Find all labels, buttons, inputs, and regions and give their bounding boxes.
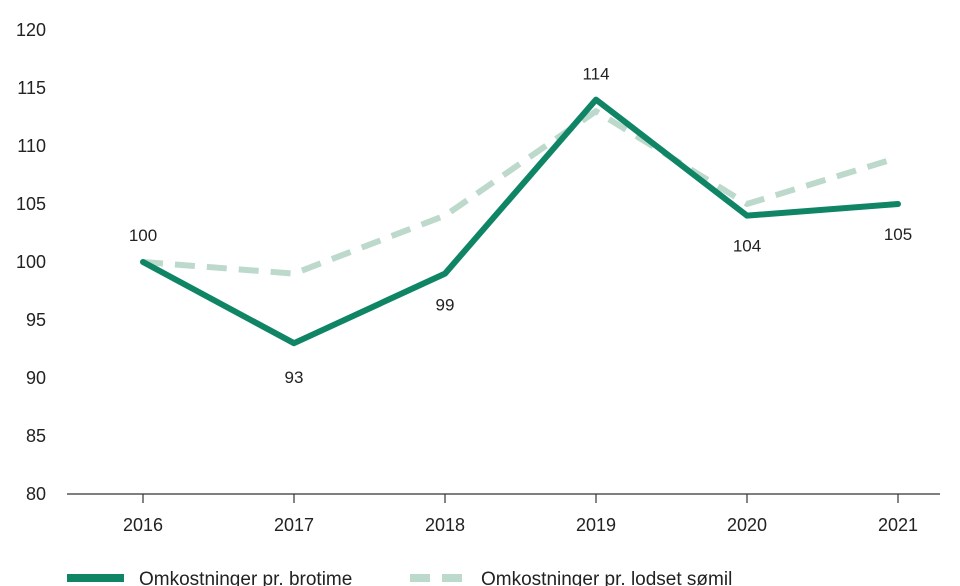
legend-label-lodset: Omkostninger pr. lodset sømil <box>481 569 732 586</box>
y-tick-label: 120 <box>16 20 46 40</box>
data-label: 114 <box>582 65 609 84</box>
series-line-lodset <box>142 108 899 277</box>
x-tick-label: 2020 <box>727 515 767 535</box>
y-tick-label: 100 <box>16 252 46 272</box>
data-label: 99 <box>436 296 455 315</box>
data-label: 100 <box>129 226 157 245</box>
y-tick-label: 95 <box>26 310 46 330</box>
x-axis: 2016 2017 2018 2019 2020 2021 <box>123 494 918 535</box>
legend: Omkostninger pr. brotime Omkostninger pr… <box>67 569 732 586</box>
y-tick-label: 85 <box>26 426 46 446</box>
series-line-brotime <box>140 96 901 347</box>
legend-label-brotime: Omkostninger pr. brotime <box>139 569 352 586</box>
data-label: 104 <box>733 237 761 256</box>
y-tick-label: 80 <box>26 484 46 504</box>
y-tick-label: 115 <box>17 78 46 98</box>
y-tick-label: 105 <box>16 194 46 214</box>
series-layer <box>140 96 901 347</box>
x-tick-label: 2016 <box>123 515 163 535</box>
data-label: 93 <box>285 368 304 387</box>
x-tick-label: 2018 <box>425 515 465 535</box>
x-tick-label: 2019 <box>576 515 616 535</box>
x-tick-label: 2021 <box>878 515 918 535</box>
data-label: 105 <box>884 225 912 244</box>
data-labels: 100 93 99 114 104 105 <box>129 65 912 388</box>
x-tick-label: 2017 <box>274 515 314 535</box>
y-axis: 120 115 110 105 100 95 90 85 80 <box>16 20 46 504</box>
y-tick-label: 110 <box>17 136 46 156</box>
y-tick-label: 90 <box>26 368 46 388</box>
